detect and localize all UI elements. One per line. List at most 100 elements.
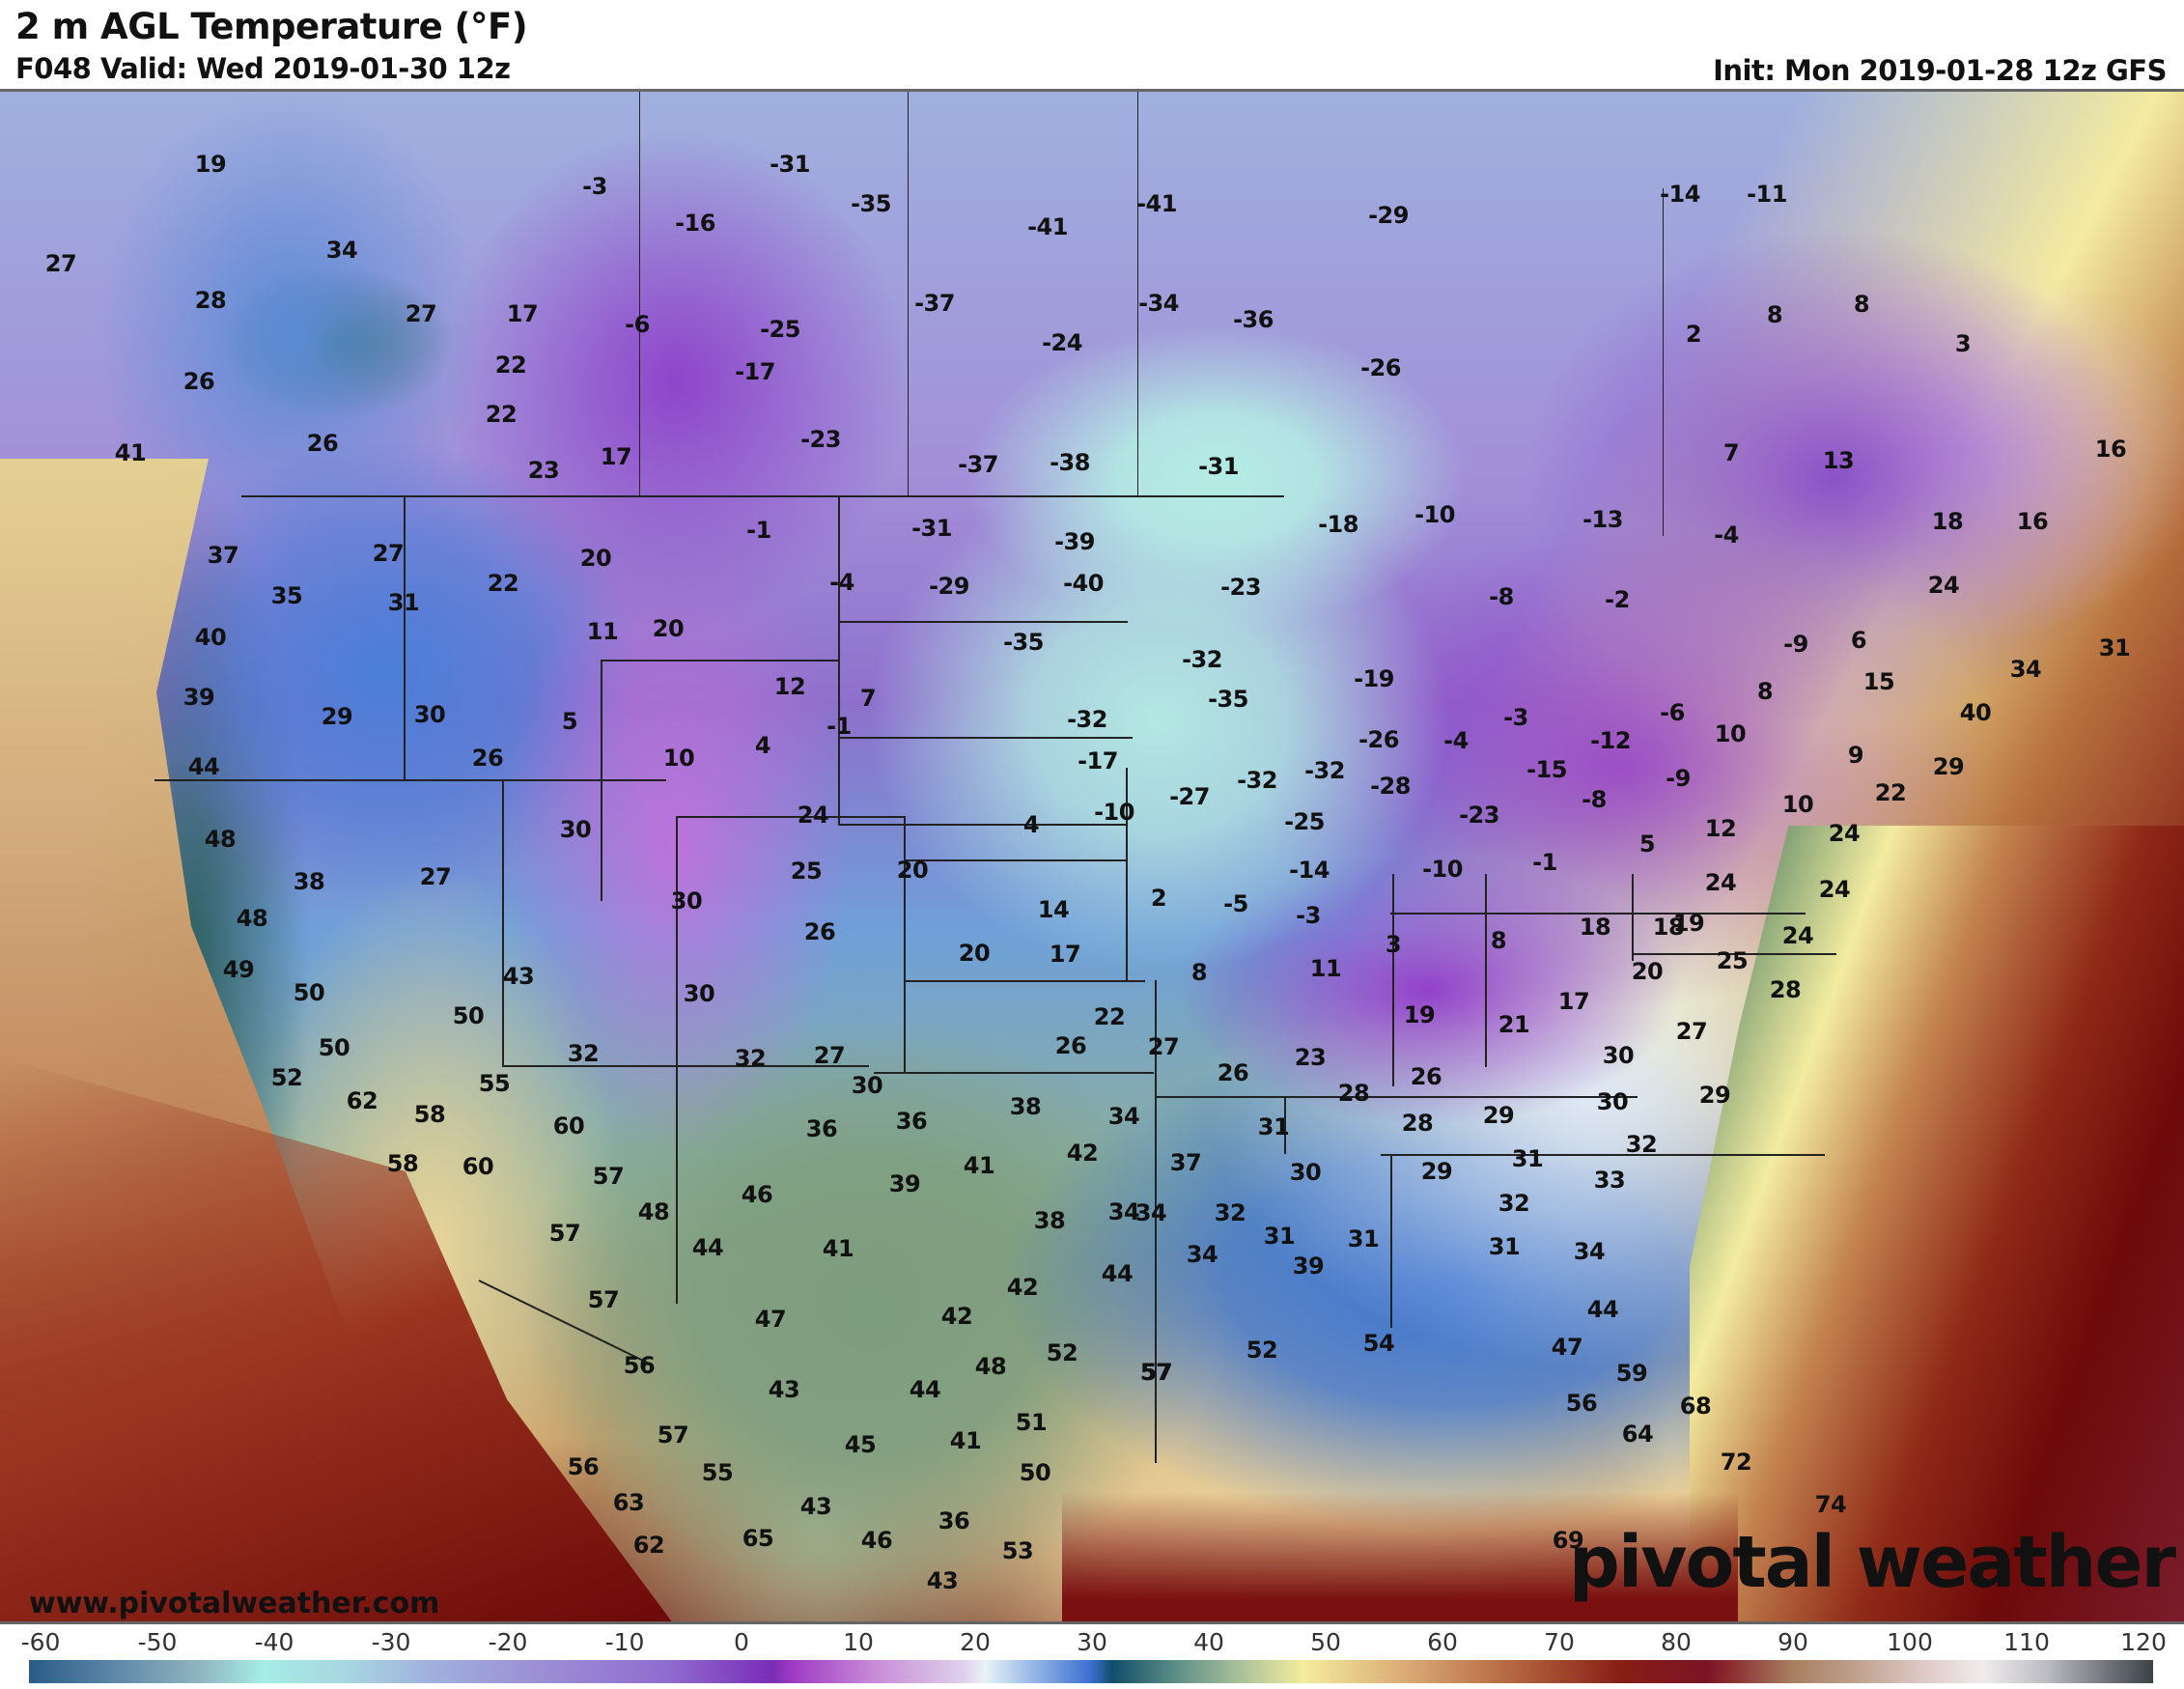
- temperature-label: -25: [760, 316, 800, 343]
- temperature-label: 32: [1625, 1131, 1658, 1158]
- temperature-label: 48: [637, 1198, 670, 1225]
- temperature-label: -37: [914, 290, 955, 317]
- temperature-label: 30: [670, 887, 703, 915]
- temperature-label: 37: [1169, 1149, 1202, 1176]
- temperature-label: 62: [632, 1532, 665, 1559]
- temperature-label: 22: [1874, 779, 1907, 806]
- state-line: [1155, 980, 1157, 1463]
- temperature-label: -38: [1050, 449, 1090, 476]
- temperature-label: 65: [742, 1525, 774, 1552]
- temperature-label: 48: [204, 826, 237, 853]
- temperature-label: 20: [1631, 958, 1664, 985]
- temperature-label: 41: [949, 1427, 982, 1454]
- province-line: [1137, 92, 1138, 495]
- temperature-label: -32: [1182, 646, 1222, 673]
- us-canada-border: [241, 495, 1284, 497]
- state-line: [1632, 874, 1634, 961]
- temperature-label: 39: [182, 684, 215, 711]
- temperature-label: 35: [270, 582, 303, 609]
- temperature-label: 45: [844, 1431, 877, 1458]
- temperature-label: 34: [1573, 1238, 1606, 1265]
- temperature-label: 43: [502, 963, 535, 990]
- temperature-label: 74: [1814, 1491, 1847, 1518]
- temperature-label: 56: [567, 1453, 600, 1480]
- temperature-label: 38: [1009, 1093, 1042, 1120]
- state-line: [904, 816, 906, 1072]
- colorbar-tick-label: 30: [1077, 1628, 1107, 1656]
- valid-time: F048 Valid: Wed 2019-01-30 12z: [15, 52, 511, 85]
- temperature-label: 14: [1037, 896, 1070, 923]
- temperature-label: 13: [1822, 447, 1855, 474]
- temperature-label: 57: [587, 1286, 620, 1313]
- temperature-label: -6: [625, 311, 650, 338]
- temperature-label: 41: [822, 1235, 854, 1262]
- temperature-label: -27: [1169, 783, 1210, 810]
- temperature-label: 31: [1257, 1113, 1290, 1140]
- colorbar-tick-label: 70: [1544, 1628, 1575, 1656]
- temperature-label: 55: [478, 1070, 511, 1097]
- state-line: [1284, 1096, 1286, 1154]
- temperature-label: 34: [1107, 1198, 1140, 1225]
- temperature-label: -5: [1223, 890, 1248, 917]
- temperature-label: 27: [813, 1042, 846, 1069]
- temperature-label: 2: [1685, 321, 1702, 348]
- temperature-label: 22: [485, 401, 518, 428]
- temperature-label: 42: [940, 1303, 973, 1330]
- temperature-label: 19: [1403, 1001, 1436, 1028]
- colorbar-tick-label: -40: [254, 1628, 294, 1656]
- temperature-label: -3: [1296, 902, 1321, 929]
- temperature-label: 42: [1006, 1274, 1039, 1301]
- temperature-label: 17: [1049, 941, 1081, 968]
- state-line: [1390, 1154, 1392, 1328]
- temperature-label: 26: [471, 745, 504, 772]
- temperature-label: -10: [1422, 856, 1463, 883]
- state-line: [1381, 1154, 1825, 1156]
- watermark-url: www.pivotalweather.com: [29, 1587, 440, 1620]
- temperature-label: 41: [963, 1152, 995, 1179]
- temperature-label: 7: [859, 685, 877, 712]
- temperature-label: -37: [958, 451, 998, 478]
- temperature-label: 31: [2098, 634, 2131, 662]
- temperature-label: -4: [1443, 727, 1469, 754]
- temperature-label: 43: [768, 1376, 800, 1403]
- temperature-label: 28: [1769, 976, 1802, 1003]
- temperature-label: -32: [1304, 757, 1345, 784]
- colorbar-tick-label: -30: [371, 1628, 411, 1656]
- temperature-label: -13: [1582, 506, 1623, 533]
- colorbar-tick-label: 50: [1310, 1628, 1341, 1656]
- temperature-label: 41: [114, 439, 147, 466]
- temperature-label: 10: [662, 745, 695, 772]
- temperature-label: 57: [592, 1163, 625, 1190]
- temperature-label: 25: [790, 858, 823, 885]
- temperature-label: -3: [1503, 704, 1528, 731]
- temperature-label: 48: [974, 1353, 1007, 1380]
- temperature-label: 40: [1959, 699, 1992, 726]
- temperature-label: 57: [548, 1220, 581, 1247]
- state-line: [1126, 768, 1128, 980]
- temperature-label: 24: [1704, 869, 1737, 896]
- temperature-label: -41: [1136, 190, 1177, 217]
- temperature-map[interactable]: 19 34 -3 27 28 27 17 -6 22 26 22 26 23 17 -31 -35 -16 -41…: [0, 89, 2184, 1624]
- temperature-label: -10: [1414, 501, 1455, 528]
- temperature-label: 29: [321, 703, 353, 730]
- temperature-label: -28: [1370, 773, 1411, 800]
- state-line: [601, 660, 838, 662]
- temperature-label: -35: [851, 190, 891, 217]
- colorbar-tick-label: -50: [137, 1628, 178, 1656]
- temperature-label: -12: [1590, 727, 1631, 754]
- temperature-label: 27: [1147, 1033, 1180, 1060]
- colorbar-tick-label: 120: [2120, 1628, 2167, 1656]
- temperature-label: -1: [826, 713, 852, 740]
- temperature-label: 17: [600, 443, 632, 470]
- temperature-label: 44: [1101, 1260, 1134, 1287]
- temperature-label: 34: [1107, 1103, 1140, 1130]
- temperature-label: 46: [741, 1181, 773, 1208]
- temperature-label: 24: [1781, 922, 1814, 949]
- temperature-label: 43: [799, 1493, 832, 1520]
- temperature-label: -29: [1368, 202, 1409, 229]
- temperature-label: 52: [1046, 1339, 1078, 1366]
- temperature-label: 28: [1337, 1080, 1370, 1107]
- temperature-label: 60: [462, 1153, 494, 1180]
- state-line: [404, 495, 406, 779]
- temperature-label: 29: [1482, 1102, 1515, 1129]
